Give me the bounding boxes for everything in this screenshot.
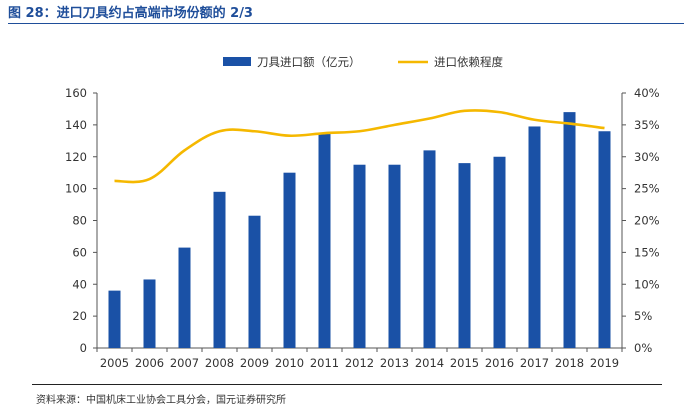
bar [108,290,121,348]
x-tick-label: 2011 [310,356,339,370]
bar [388,164,401,348]
left-tick-label: 80 [72,214,87,228]
legend-line-label: 进口依赖程度 [434,55,503,69]
x-tick-label: 2012 [345,356,374,370]
x-tick-label: 2006 [135,356,164,370]
legend-bar-swatch [223,57,251,66]
bar [353,164,366,348]
bar [178,247,191,348]
left-tick-label: 160 [65,86,87,100]
x-tick-label: 2018 [555,356,584,370]
right-tick-label: 10% [634,277,660,291]
x-tick-label: 2010 [275,356,304,370]
left-tick-label: 140 [65,118,87,132]
bar [248,215,261,348]
left-tick-label: 40 [72,277,87,291]
source-note: 资料来源：中国机床工业协会工具分会，国元证券研究所 [36,395,286,406]
left-tick-label: 20 [72,309,87,323]
bar [423,150,436,348]
right-tick-label: 35% [634,118,660,132]
dependency-line [114,109,605,184]
left-tick-label: 100 [65,182,87,196]
footer-rule [32,384,662,385]
bar [493,156,506,348]
bar [458,163,471,348]
x-tick-label: 2017 [520,356,549,370]
bar [143,279,156,348]
x-tick-label: 2007 [170,356,199,370]
x-tick-label: 2015 [450,356,479,370]
left-tick-label: 60 [72,245,87,259]
x-tick-label: 2016 [485,356,514,370]
figure-title: 图 28：进口刀具约占高端市场份额的 2/3 [8,6,253,21]
bar [318,132,331,348]
x-tick-label: 2014 [415,356,444,370]
x-tick-label: 2019 [590,356,619,370]
x-tick-label: 2008 [205,356,234,370]
bar [563,112,576,348]
right-tick-label: 40% [634,86,660,100]
title-rule [8,23,684,24]
right-tick-label: 0% [634,341,652,355]
bar [213,191,226,348]
left-tick-label: 120 [65,150,87,164]
right-tick-label: 30% [634,150,660,164]
x-tick-label: 2009 [240,356,269,370]
bar [598,131,611,348]
right-tick-label: 5% [634,309,652,323]
right-tick-label: 20% [634,214,660,228]
bar [528,126,541,348]
bar [283,172,296,348]
x-tick-label: 2013 [380,356,409,370]
right-tick-label: 15% [634,245,660,259]
right-tick-label: 25% [634,182,660,196]
legend-bar-label: 刀具进口额（亿元） [257,55,361,69]
x-tick-label: 2005 [100,356,129,370]
left-tick-label: 0 [80,341,87,355]
